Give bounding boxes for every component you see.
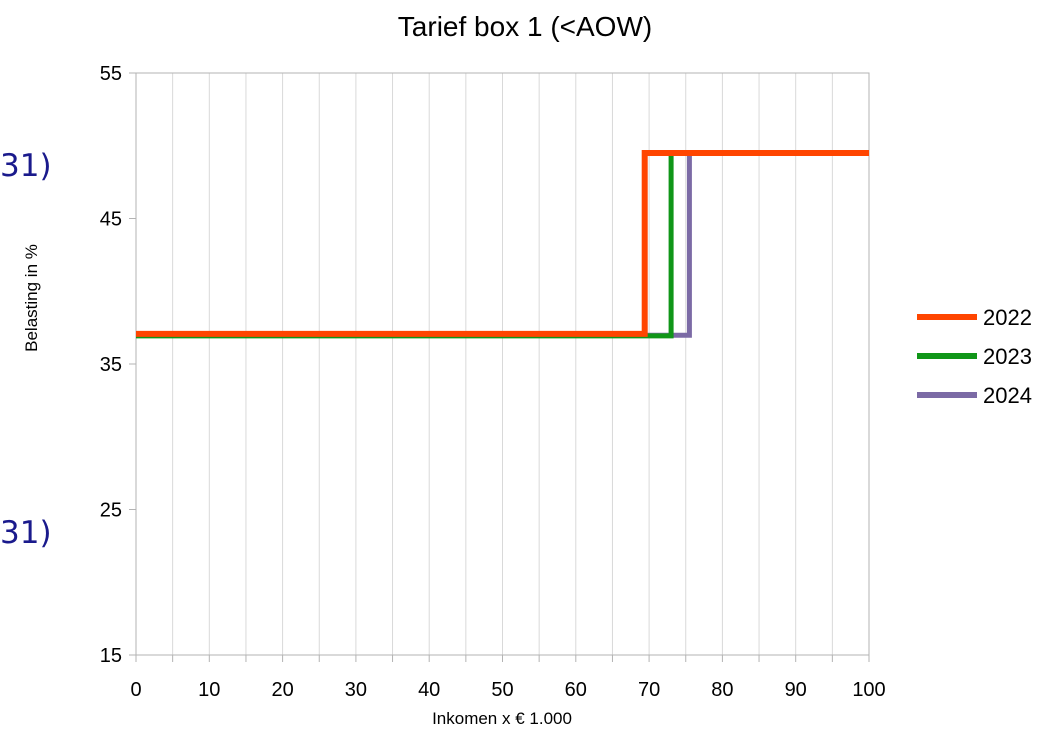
series-line-2022: [136, 150, 869, 337]
x-tick-label: 90: [785, 679, 807, 701]
legend-label-2023: 2023: [983, 344, 1032, 369]
y-tick-label: 45: [100, 209, 122, 231]
cropped-text-fragment-2: 31): [0, 515, 52, 551]
x-tick-label: 50: [491, 679, 513, 701]
legend-label-2022: 2022: [983, 305, 1032, 330]
axis-ticks: 0 10 20 30 40 50 60 70 80 90 100 15 25 35 45 55: [100, 63, 886, 701]
cropped-text-fragment-1: 31): [0, 148, 52, 184]
legend: 2022 2023 2024: [917, 305, 1032, 408]
x-tick-label: 100: [852, 679, 885, 701]
x-tick-label: 0: [130, 679, 141, 701]
x-axis-label: Inkomen x € 1.000: [432, 709, 572, 728]
series-lines: [136, 150, 869, 339]
legend-label-2024: 2024: [983, 383, 1032, 408]
x-tick-label: 30: [345, 679, 367, 701]
x-tick-label: 20: [271, 679, 293, 701]
x-tick-label: 40: [418, 679, 440, 701]
x-tick-label: 10: [198, 679, 220, 701]
x-tick-label: 70: [638, 679, 660, 701]
x-tick-label: 60: [565, 679, 587, 701]
gridlines: [172, 73, 833, 655]
x-tick-label: 80: [711, 679, 733, 701]
y-tick-label: 15: [100, 645, 122, 667]
chart-title: Tarief box 1 (<AOW): [398, 11, 652, 42]
y-tick-label: 55: [100, 63, 122, 85]
y-tick-label: 35: [100, 354, 122, 376]
y-tick-label: 25: [100, 500, 122, 522]
y-axis-label: Belasting in %: [22, 244, 41, 352]
